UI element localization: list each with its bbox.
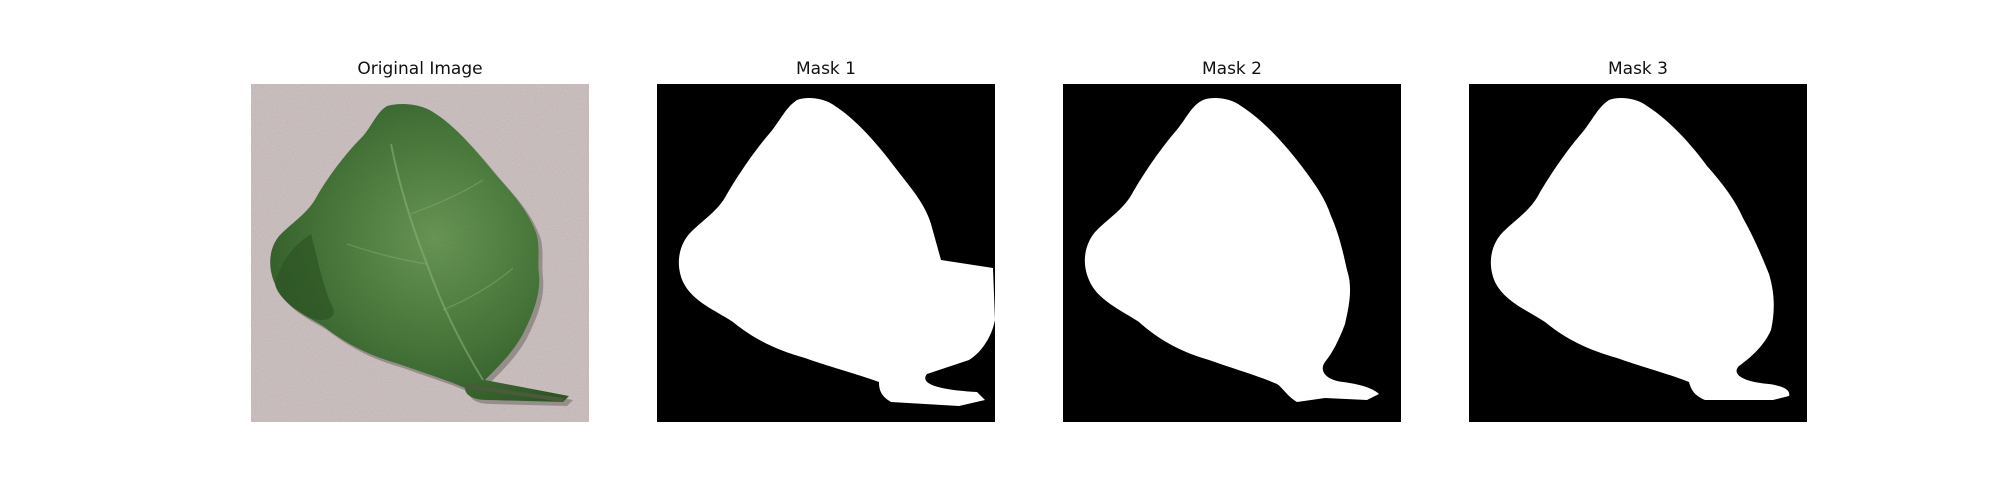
mask-hole [1332, 197, 1342, 207]
leaf-vein [390, 143, 484, 381]
original-leaf-image [251, 84, 589, 422]
panel-title: Mask 1 [795, 59, 856, 79]
panel-mask-1: Mask 1 [657, 0, 995, 500]
leaf-fold-dark [275, 234, 334, 320]
mask-1-image [657, 84, 995, 422]
leaf-stem [464, 384, 564, 402]
mask-foreground [678, 98, 995, 406]
panel-mask-3: Mask 3 [1469, 0, 1807, 500]
panel-original-image: Original Image [251, 0, 589, 500]
leaf-vein-side [346, 179, 514, 311]
mask-3-image [1469, 84, 1807, 422]
panel-title: Mask 2 [1201, 59, 1262, 79]
panel-mask-2: Mask 2 [1063, 0, 1401, 500]
leaf-body [270, 104, 569, 402]
mask-2-image [1063, 84, 1401, 422]
mask-foreground [1490, 98, 1790, 400]
panel-title: Mask 3 [1607, 59, 1668, 79]
mask-foreground [1084, 98, 1379, 402]
panel-title: Original Image [357, 59, 483, 79]
